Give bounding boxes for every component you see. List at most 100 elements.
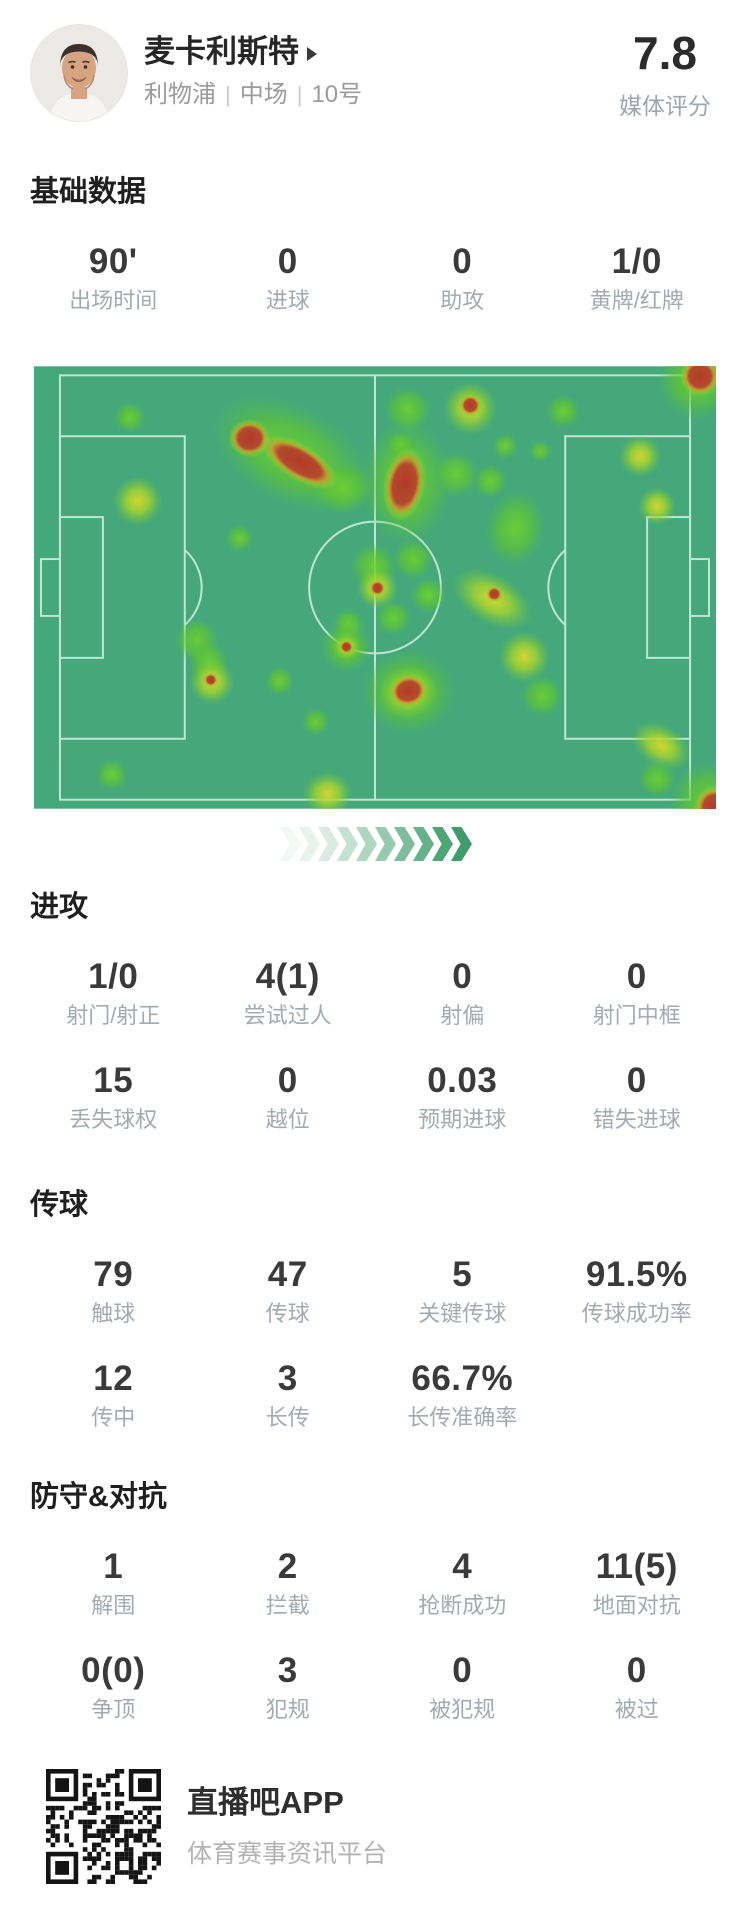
- stat-row: 15 丢失球权 0 越位 0.03 预期进球 0 错失进球: [0, 1060, 750, 1135]
- chevron-icon: [337, 827, 358, 861]
- chevron-icon: [413, 827, 434, 861]
- stat-cell: 4(1) 尝试过人: [201, 956, 376, 1031]
- stat-value: 91.5%: [585, 1255, 688, 1294]
- stat-value: 79: [93, 1255, 134, 1294]
- stat-label: 传球: [265, 1301, 310, 1326]
- stat-label: 尝试过人: [243, 1003, 332, 1028]
- stat-row: 79 触球 47 传球 5 关键传球 91.5% 传球成功率: [0, 1254, 750, 1329]
- stat-value: 11(5): [595, 1547, 678, 1586]
- stat-value: 0: [277, 1061, 298, 1100]
- stat-value: 3: [277, 1651, 298, 1690]
- app-tagline: 体育赛事资讯平台: [187, 1839, 388, 1868]
- stat-row: 1 解围 2 拦截 4 抢断成功 11(5) 地面对抗: [0, 1546, 750, 1621]
- stat-cell: 0 助攻: [375, 241, 550, 316]
- stat-label: 越位: [265, 1107, 310, 1132]
- stat-label: 出场时间: [69, 288, 158, 313]
- stat-label: 被犯规: [429, 1697, 496, 1722]
- stat-cell: 5 关键传球: [375, 1254, 550, 1329]
- stat-value: 2: [277, 1547, 298, 1586]
- stat-cell: 0 越位: [201, 1060, 376, 1135]
- stat-label: 预期进球: [418, 1107, 507, 1132]
- pitch-lines: [39, 374, 711, 801]
- stat-label: 助攻: [440, 288, 485, 313]
- pitch-svg: [34, 366, 716, 809]
- player-position: 中场: [239, 81, 288, 108]
- stat-row: 12 传中 3 长传 66.7% 长传准确率: [0, 1358, 750, 1433]
- stat-label: 射门/射正: [66, 1003, 161, 1028]
- stat-label: 丢失球权: [69, 1107, 158, 1132]
- chevron-icon: [451, 827, 472, 861]
- stat-label: 抢断成功: [418, 1593, 507, 1618]
- stat-value: 3: [277, 1359, 298, 1398]
- stat-row: 90' 出场时间 0 进球 0 助攻 1/0 黄牌/红牌: [0, 241, 750, 316]
- section-title: 基础数据: [30, 176, 147, 208]
- section-title: 进攻: [30, 891, 89, 923]
- shirt-number: 10号: [311, 81, 363, 108]
- stat-cell: 0 进球: [201, 241, 376, 316]
- meta-separator: |: [296, 82, 303, 107]
- chevron-icon: [375, 827, 396, 861]
- stat-cell: 1 解围: [26, 1546, 201, 1621]
- stat-cell: 0 射门中框: [550, 956, 725, 1031]
- stat-cell: 0 被犯规: [375, 1650, 550, 1725]
- stat-value: 5: [452, 1255, 473, 1294]
- stat-cell: 3 犯规: [201, 1650, 376, 1725]
- player-meta: 利物浦 | 中场 | 10号: [144, 81, 362, 109]
- stat-cell: 91.5% 传球成功率: [550, 1254, 725, 1329]
- stat-label: 长传准确率: [407, 1405, 518, 1430]
- stat-value: 0(0): [81, 1651, 146, 1690]
- stat-label: 射偏: [440, 1003, 485, 1028]
- stat-cell: 0.03 预期进球: [375, 1060, 550, 1135]
- player-photo: [31, 25, 127, 121]
- stat-cell: 11(5) 地面对抗: [550, 1546, 725, 1621]
- section-attack: 进攻 1/0 射门/射正 4(1) 尝试过人 0 射偏 0 射门中框 15 丢失…: [0, 887, 750, 1135]
- section-title: 防守&对抗: [30, 1481, 167, 1513]
- player-avatar: [30, 24, 128, 122]
- stat-label: 错失进球: [592, 1107, 681, 1132]
- player-name: 麦卡利斯特: [144, 34, 299, 69]
- stat-label: 进球: [265, 288, 310, 313]
- media-rating: 7.8 媒体评分: [610, 24, 720, 121]
- stat-value: 0.03: [427, 1061, 498, 1100]
- heatmap-pitch: [34, 366, 716, 809]
- stat-cell: 1/0 黄牌/红牌: [550, 241, 725, 316]
- stat-cell: 0(0) 争顶: [26, 1650, 201, 1725]
- stat-value: 0: [626, 1061, 647, 1100]
- expand-arrow-icon: [307, 46, 317, 61]
- stat-cell: 79 触球: [26, 1254, 201, 1329]
- stat-value: 0: [626, 1651, 647, 1690]
- stat-value: 1: [103, 1547, 124, 1586]
- rating-label: 媒体评分: [619, 93, 711, 119]
- stat-label: 争顶: [91, 1697, 136, 1722]
- player-header: 麦卡利斯特 利物浦 | 中场 | 10号 7.8 媒体评分: [0, 0, 750, 140]
- stat-label: 拦截: [265, 1593, 310, 1618]
- team-name: 利物浦: [144, 81, 216, 108]
- app-promo-text: 直播吧APP 体育赛事资讯平台: [187, 1785, 387, 1869]
- section-basic-stats: 基础数据 90' 出场时间 0 进球 0 助攻 1/0 黄牌/红牌: [0, 172, 750, 316]
- app-promo-banner[interactable]: 直播吧APP 体育赛事资讯平台: [0, 1769, 750, 1914]
- stat-cell: 4 抢断成功: [375, 1546, 550, 1621]
- chevron-icon: [318, 827, 339, 861]
- stat-value: 0: [626, 957, 647, 996]
- stat-cell: 47 传球: [201, 1254, 376, 1329]
- stat-value: 0: [452, 957, 473, 996]
- stat-value: 15: [93, 1061, 134, 1100]
- stat-label: 触球: [91, 1301, 136, 1326]
- stat-value: 90': [88, 242, 138, 281]
- chevron-icon: [356, 827, 377, 861]
- stat-cell: 12 传中: [26, 1358, 201, 1433]
- stat-cell: 2 拦截: [201, 1546, 376, 1621]
- chevron-icon: [299, 827, 320, 861]
- stat-value: 4(1): [255, 957, 320, 996]
- stat-cell: 0 被过: [550, 1650, 725, 1725]
- qr-code: [46, 1769, 161, 1884]
- meta-separator: |: [225, 82, 231, 107]
- player-name-row[interactable]: 麦卡利斯特: [144, 34, 362, 70]
- stat-cell: 1/0 射门/射正: [26, 956, 201, 1031]
- player-identity: 麦卡利斯特 利物浦 | 中场 | 10号: [144, 24, 362, 109]
- rating-value: 7.8: [633, 27, 697, 79]
- stat-cell: 66.7% 长传准确率: [375, 1358, 550, 1433]
- stat-label: 传球成功率: [581, 1301, 692, 1326]
- stat-row: 1/0 射门/射正 4(1) 尝试过人 0 射偏 0 射门中框: [0, 956, 750, 1031]
